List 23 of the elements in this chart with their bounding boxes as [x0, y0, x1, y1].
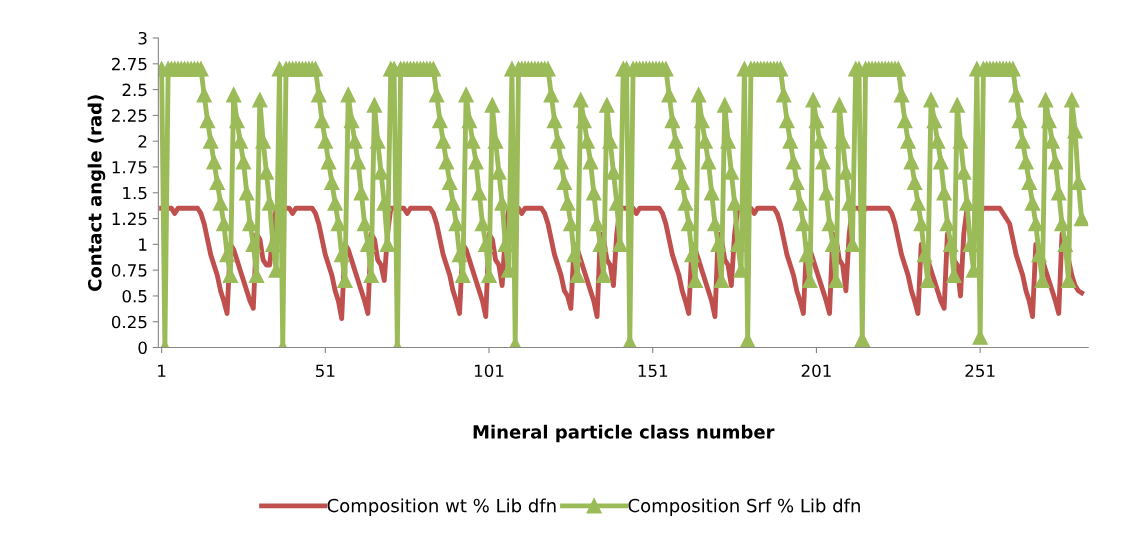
x-tick-label: 51 — [316, 364, 335, 378]
y-tick-label: 1.75 — [112, 161, 147, 174]
x-tick-label: 1 — [158, 364, 166, 377]
y-tick-label: 0.25 — [111, 315, 147, 329]
x-tick-label: 201 — [801, 364, 831, 378]
y-tick-label: 2.75 — [112, 57, 147, 71]
y-tick-label: 1 — [139, 238, 147, 251]
y-tick-label: 2.5 — [122, 83, 147, 97]
legend-label: Composition wt % Lib dfn — [327, 498, 556, 516]
y-tick-label: 0.5 — [122, 289, 147, 303]
x-tick-label: 151 — [638, 364, 668, 378]
legend-label: Composition Srf % Lib dfn — [628, 498, 860, 516]
x-tick-label: 101 — [474, 364, 504, 378]
y-tick-label: 0.75 — [111, 264, 147, 277]
y-tick-label: 1.25 — [112, 212, 147, 226]
y-tick-label: 1.5 — [123, 186, 147, 200]
y-tick-label: 2.25 — [112, 109, 147, 122]
y-axis-title: Contact angle (rad) — [87, 95, 106, 291]
x-tick-label: 251 — [965, 364, 995, 378]
y-tick-label: 3 — [138, 31, 147, 45]
y-tick-label: 0 — [138, 341, 147, 355]
y-tick-label: 2 — [138, 135, 147, 148]
x-axis-title: Mineral particle class number — [473, 424, 775, 443]
